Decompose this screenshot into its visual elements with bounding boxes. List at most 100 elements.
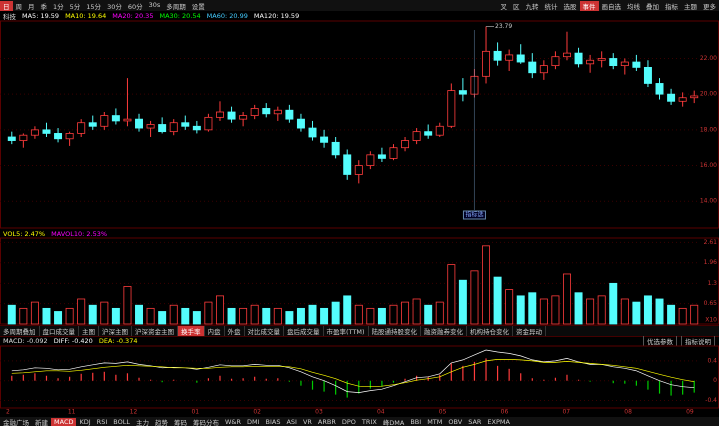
tool-button[interactable]: 主题 [684,2,697,11]
tab[interactable]: 沪深资金主图 [132,326,178,336]
indicator-button[interactable]: 峰DMA [382,418,405,426]
indicator-button[interactable]: 筹码分布 [192,418,219,426]
period-button[interactable]: 季 [40,2,48,11]
indicator-button[interactable]: TRIX [361,417,377,426]
period-button[interactable]: 5分 [69,2,81,11]
tab[interactable]: 市盈率(TTM) [324,326,369,336]
tab[interactable]: 盘后成交量 [284,326,324,336]
indicator-button[interactable]: 主力 [135,418,149,426]
tool-button[interactable]: 叠加 [646,2,659,11]
tab[interactable]: 换手率 [178,326,205,336]
tab[interactable]: 机构持仓变化 [467,326,514,336]
indicator-button[interactable]: 金融广场 [3,418,29,426]
tab[interactable]: 陆股通持股变化 [369,326,422,336]
volume-bar [215,295,224,325]
candle-body [135,118,144,129]
period-button[interactable]: 15分 [86,2,102,11]
tool-button[interactable]: 选股 [563,2,577,11]
period-button[interactable]: 60分 [127,2,143,11]
date-label: 2 [6,409,10,416]
candle-body [516,54,525,63]
indicator-button[interactable]: BBI [410,417,422,426]
candle-body [320,136,329,143]
candle-body [158,124,167,133]
tab[interactable]: 内盘 [205,326,225,336]
macd-label: DIFF: -0.420 [53,337,93,345]
y-tick-label: 1.3 [707,280,717,287]
period-button[interactable]: 周 [15,2,23,11]
tool-button[interactable]: 画自选 [601,2,622,11]
tool-button[interactable]: 指标 [665,2,678,11]
y-tick-label: 16.00 [700,162,717,169]
period-button[interactable]: 设置 [191,2,205,11]
candle-body [458,90,467,95]
volume-bar [19,307,28,325]
y-tick-label: -0.4 [705,397,717,404]
indicator-button[interactable]: 筹码 [173,418,187,426]
tab[interactable]: 资金异动 [513,326,547,336]
macd-button[interactable]: 优选参数 [643,336,677,346]
candle-body [88,122,97,127]
tab[interactable]: 沪深主图 [99,326,132,336]
tab[interactable]: 融资融券变化 [421,326,468,336]
tool-button[interactable]: 九转 [525,2,539,11]
indicator-button[interactable]: DPO [341,417,356,426]
candle-body [690,95,699,99]
candle-body [389,147,398,159]
indicator-button[interactable]: RSI [96,417,108,426]
tab[interactable]: 主图 [79,326,99,336]
period-button[interactable]: 多周期 [166,2,186,11]
candle-body [192,125,201,131]
indicator-button[interactable]: BOLL [113,417,130,426]
ma-label: MA10: 19.64 [65,12,107,20]
indicator-button[interactable]: ASI [286,417,297,426]
period-button[interactable]: 30s [148,0,161,9]
volume-bar [308,304,317,325]
indicator-button[interactable]: OBV [448,417,463,426]
candle-body [562,52,571,58]
indicator-bar: 金融广场 新建 MACD KDJ RSI BOLL 主力 趋势 筹码 筹码分布 W&R DMI BIAS… [0,417,719,426]
tool-button[interactable]: 事件 [579,0,599,11]
indicator-button[interactable]: ARBR [317,417,336,426]
candle-body [7,136,16,141]
period-button[interactable]: 日 [0,0,13,11]
candle-body [42,129,51,134]
indicator-button[interactable]: VR [302,417,312,426]
tool-button[interactable]: 区 [513,2,520,11]
macd-button[interactable]: 指标说明 [681,336,715,346]
period-button[interactable]: 月 [28,2,35,11]
tab[interactable]: 盘口成交量 [40,326,79,336]
indicator-button[interactable]: SAR [468,417,482,426]
tab[interactable]: 多周期叠加 [0,326,40,336]
volume-bar [528,292,537,325]
indicator-button[interactable]: W&R [224,417,241,426]
tab[interactable]: 外盘 [225,326,245,336]
indicator-button[interactable]: MTM [427,417,443,426]
indicator-button[interactable]: KDJ [79,417,91,426]
indicator-button[interactable]: 新建 [35,418,48,426]
period-button[interactable]: 30分 [107,2,122,11]
volume-bar [42,307,51,325]
indicator-button[interactable]: MACD [51,417,77,426]
indicator-button[interactable]: EXPMA [487,417,510,426]
tool-button[interactable]: 叉 [500,2,508,11]
volume-bar [354,304,363,325]
ma-label: MA120: 19.59 [253,12,300,20]
date-label: 05 [439,409,447,416]
tool-button[interactable]: 统计 [544,2,558,11]
indicator-button[interactable]: DMI [246,417,260,426]
tab[interactable]: 对比成交量 [245,326,284,336]
period-button[interactable]: 1分 [53,2,64,11]
macd-values: MACD: -0.092 DIFF: -0.420 DEA: -0.374 [0,337,140,345]
candle-body [632,61,641,68]
volume-bar [366,307,375,325]
indicator-button[interactable]: BIAS [265,417,281,426]
volume-bar [562,273,571,325]
volume-bar [239,307,248,325]
tool-button[interactable]: 均线 [627,2,640,11]
volume-bar [424,304,433,325]
tool-button[interactable]: 更多 [703,2,716,11]
y-tick-label: 2.61 [704,239,718,246]
indicator-button[interactable]: 趋势 [154,418,168,426]
candle-body [169,122,178,133]
